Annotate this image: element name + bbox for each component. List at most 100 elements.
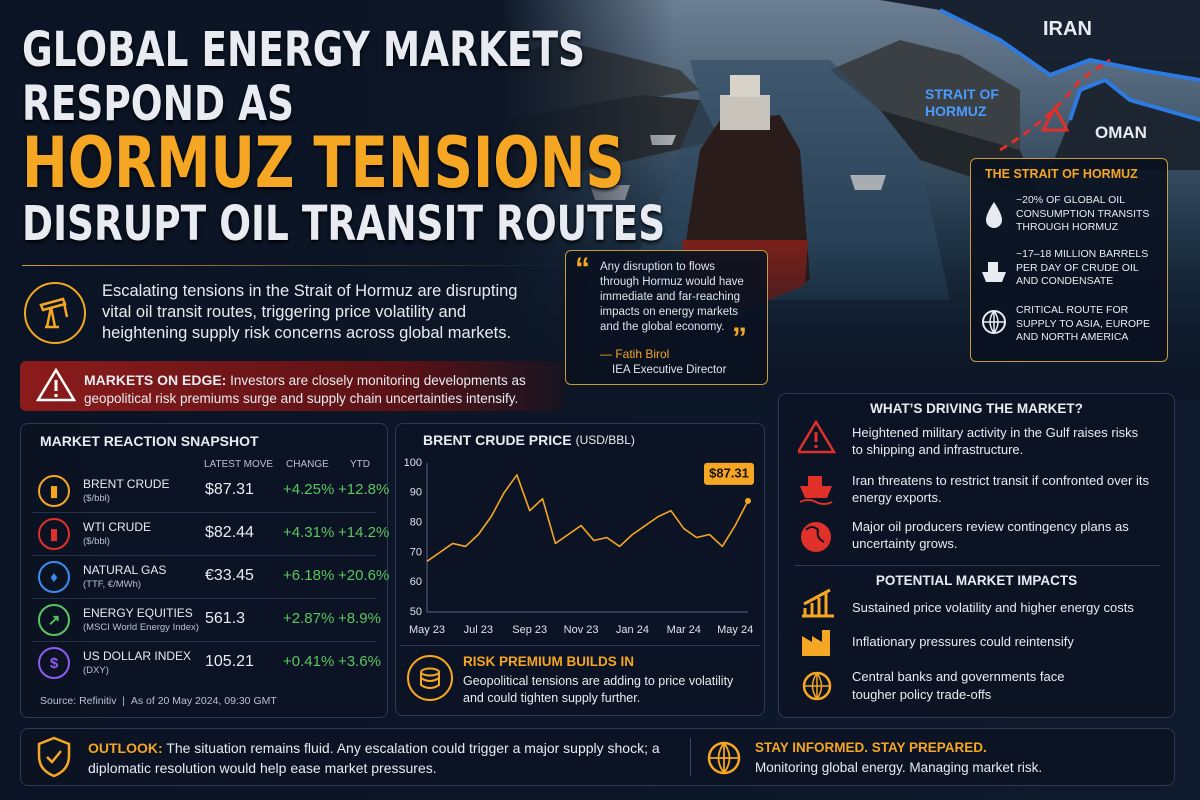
- driver-item: Heightened military activity in the Gulf…: [852, 425, 1139, 457]
- value-label-box: [704, 462, 754, 485]
- row-change: +4.25%: [283, 481, 335, 498]
- intro-text: Escalating tensions in the Strait of Hor…: [102, 282, 518, 342]
- row-ytd: +14.2%: [338, 524, 390, 541]
- quote-author: — Fatih Birol: [600, 347, 670, 361]
- row-ytd: +8.9%: [338, 610, 381, 627]
- row-latest: 561.3: [205, 610, 246, 627]
- row-latest: $87.31: [205, 481, 254, 498]
- chart-panel: [395, 423, 765, 716]
- y-tick-label: 60: [410, 576, 422, 588]
- outlook-label: OUTLOOK:: [88, 740, 163, 756]
- row-icon: ♦: [38, 561, 70, 593]
- row-icon: ↗: [38, 604, 70, 636]
- row-ytd: +3.6%: [338, 653, 381, 670]
- icon: [24, 282, 86, 344]
- chart-unit: (USD/BBL): [576, 433, 635, 447]
- value-label: $87.31: [709, 465, 749, 480]
- divider: [795, 565, 1160, 566]
- quote-box: [565, 250, 768, 385]
- oil-pump-icon: [39, 297, 69, 329]
- impact-item: Sustained price volatility and higher en…: [852, 600, 1134, 615]
- quote-role: IEA Executive Director: [612, 364, 727, 376]
- row-name: WTI CRUDE: [83, 520, 151, 534]
- x-tick-label: Jan 24: [616, 624, 649, 636]
- x-tick-label: Jul 23: [464, 624, 493, 636]
- risk-title: RISK PREMIUM BUILDS IN: [463, 654, 635, 669]
- row-icon: ▮: [38, 518, 70, 550]
- headline-highlight: HORMUZ TENSIONS: [22, 122, 625, 204]
- map-label: IRAN: [1043, 18, 1092, 40]
- shield-icon: [37, 736, 71, 778]
- y-tick-label: 100: [404, 457, 422, 469]
- strait-title: THE STRAIT OF HORMUZ: [985, 167, 1138, 181]
- y-tick-label: 90: [410, 487, 422, 499]
- row-unit: (MSCI World Energy Index): [83, 622, 199, 633]
- strait-item: ~17–18 MILLION BARRELS PER DAY OF CRUDE …: [1016, 248, 1149, 287]
- x-tick-label: May 24: [717, 624, 753, 636]
- row-icon: $: [38, 647, 70, 679]
- row-name: BRENT CRUDE: [83, 477, 170, 491]
- outlook-bar: [20, 728, 1175, 786]
- row-divider: [32, 555, 376, 556]
- strait-icons: [982, 202, 1006, 335]
- y-tick-label: 50: [410, 606, 422, 618]
- row-change: +0.41%: [283, 653, 335, 670]
- driver-icons: [798, 420, 837, 552]
- row-change: +6.18%: [283, 567, 335, 584]
- alert-text: MARKETS ON EDGE: Investors are closely m…: [84, 371, 554, 408]
- end-point: [745, 497, 751, 504]
- strait-item: CRITICAL ROUTE FOR SUPPLY TO ASIA, EUROP…: [1016, 304, 1151, 343]
- quote-mark: “: [575, 252, 590, 285]
- strait-item: ~20% OF GLOBAL OIL CONSUMPTION TRANSITS …: [1016, 194, 1150, 233]
- row-unit: ($/bbl): [83, 536, 110, 547]
- chart: BRENT CRUDE PRICE (USD/BBL) 50 60 70 80 90 100…: [404, 432, 754, 636]
- row-name: US DOLLAR INDEX: [83, 649, 192, 663]
- row-unit: (DXY): [83, 665, 109, 676]
- chart-title-main: BRENT CRUDE PRICE: [423, 432, 572, 448]
- drivers-panel: [778, 393, 1175, 718]
- driver-item: Major oil producers review contingency p…: [852, 519, 1129, 551]
- snapshot-title: MARKET REACTION SNAPSHOT: [40, 433, 259, 449]
- quote-mark: ”: [732, 322, 747, 355]
- x-tick-label: Sep 23: [512, 624, 547, 636]
- map-label: STRAIT OF HORMUZ: [925, 86, 999, 119]
- impact-item: Inflationary pressures could reintensify: [852, 634, 1074, 649]
- footer-text: Monitoring global energy. Managing marke…: [755, 760, 1043, 775]
- row-ytd: +12.8%: [338, 481, 390, 498]
- headline: GLOBAL ENERGY MARKETS: [22, 22, 586, 78]
- divider: [22, 265, 562, 266]
- map-label: OMAN: [1095, 123, 1147, 142]
- row-latest: €33.45: [205, 567, 254, 584]
- column-header: CHANGE: [286, 459, 329, 470]
- headline: RESPOND AS: [22, 76, 295, 132]
- as-of: As of 20 May 2024, 09:30 GMT: [130, 695, 277, 707]
- coins-icon: [420, 667, 440, 689]
- row-ytd: +20.6%: [338, 567, 390, 584]
- row-divider: [32, 598, 376, 599]
- row-latest: 105.21: [205, 653, 254, 670]
- outlook-text: OUTLOOK: The situation remains fluid. An…: [88, 738, 678, 778]
- row-name: NATURAL GAS: [83, 563, 167, 577]
- divider: [690, 738, 691, 776]
- globe-icon: [707, 741, 741, 775]
- alert-label: MARKETS ON EDGE:: [84, 372, 227, 388]
- quote-text: Any disruption to flows through Hormuz w…: [600, 261, 744, 333]
- y-tick-label: 70: [410, 546, 422, 558]
- row-unit: (TTF, €/MWh): [83, 579, 142, 590]
- drivers-title: WHAT’S DRIVING THE MARKET?: [870, 401, 1083, 416]
- row-icon: ▮: [38, 475, 70, 507]
- impact-icons: [802, 588, 834, 701]
- snapshot-panel: [20, 423, 388, 718]
- price-line: [426, 474, 749, 562]
- row-divider: [32, 641, 376, 642]
- warning-icon: [36, 367, 76, 402]
- column-header: YTD: [350, 459, 370, 470]
- alert-body: Investors are closely monitoring develop…: [84, 373, 526, 406]
- chart-title: BRENT CRUDE PRICE (USD/BBL): [423, 432, 635, 448]
- row-name: ENERGY EQUITIES: [83, 606, 193, 620]
- driver-item: Iran threatens to restrict transit if co…: [852, 473, 1149, 505]
- alert-bar: [20, 361, 565, 411]
- impact-item: Central banks and governments face tough…: [852, 669, 1065, 702]
- source-text: Source: Refinitiv: [40, 695, 117, 707]
- source: Source: Refinitiv | As of 20 May 2024, 0…: [40, 695, 277, 707]
